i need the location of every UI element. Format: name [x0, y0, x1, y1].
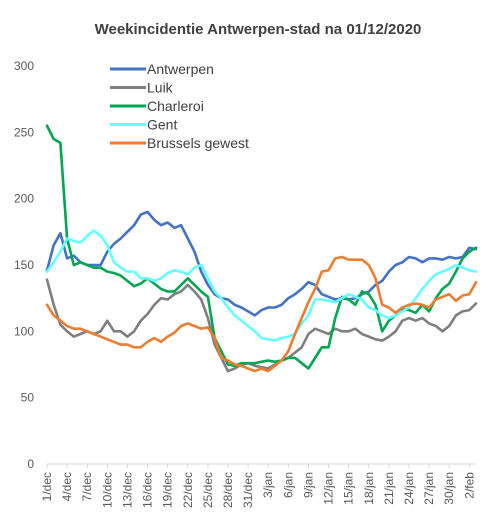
- x-tick-label: 12/jan: [322, 472, 336, 505]
- y-tick-label: 250: [14, 125, 34, 139]
- x-tick-label: 28/dec: [221, 472, 235, 508]
- x-tick-label: 16/dec: [141, 472, 155, 508]
- legend: Antwerpen Luik Charleroi Gent Brussels gewes…: [110, 61, 249, 151]
- legend-label: Luik: [147, 80, 174, 96]
- x-tick-label: 25/dec: [201, 472, 215, 508]
- y-tick-label: 300: [14, 59, 34, 73]
- x-tick-label: 10/dec: [100, 472, 114, 508]
- x-tick-label: 1/dec: [40, 472, 54, 501]
- series-lines: [45, 124, 478, 373]
- series-line-gent: [45, 229, 478, 342]
- legend-label: Charleroi: [147, 98, 204, 114]
- x-tick-label: 21/jan: [382, 472, 396, 505]
- y-tick-label: 50: [21, 391, 35, 405]
- x-tick-label: 22/dec: [181, 472, 195, 508]
- x-tick-label: 27/jan: [422, 472, 436, 505]
- legend-label: Brussels gewest: [147, 135, 249, 151]
- x-tick-label: 19/dec: [161, 472, 175, 508]
- axes: 0 50 100 150 200 250 300 1/dec 4/dec 7/dec 10/dec 1…: [14, 59, 476, 508]
- series-line-antwerpen: [45, 210, 478, 317]
- chart-title: Weekincidentie Antwerpen-stad na 01/12/2…: [95, 21, 422, 38]
- x-tick-label: 9/jan: [301, 472, 315, 498]
- x-tick-label: 15/jan: [342, 472, 356, 505]
- y-tick-label: 0: [27, 457, 34, 471]
- x-tick-label: 24/jan: [402, 472, 416, 505]
- legend-label: Antwerpen: [147, 61, 214, 77]
- y-tick-label: 200: [14, 192, 34, 206]
- x-tick-label: 31/dec: [241, 472, 255, 508]
- series-line-brussels-gewest: [45, 255, 478, 373]
- x-tick-label: 3/jan: [261, 472, 275, 498]
- y-tick-label: 150: [14, 258, 34, 272]
- x-tick-label: 18/jan: [362, 472, 376, 505]
- x-tick-label: 4/dec: [60, 472, 74, 501]
- x-tick-label: 30/jan: [442, 472, 456, 505]
- y-tick-label: 100: [14, 324, 34, 338]
- legend-label: Gent: [147, 117, 177, 133]
- x-tick-label: 2/feb: [462, 472, 476, 499]
- x-tick-label: 7/dec: [80, 472, 94, 501]
- x-tick-label: 13/dec: [120, 472, 134, 508]
- x-tick-label: 6/jan: [281, 472, 295, 498]
